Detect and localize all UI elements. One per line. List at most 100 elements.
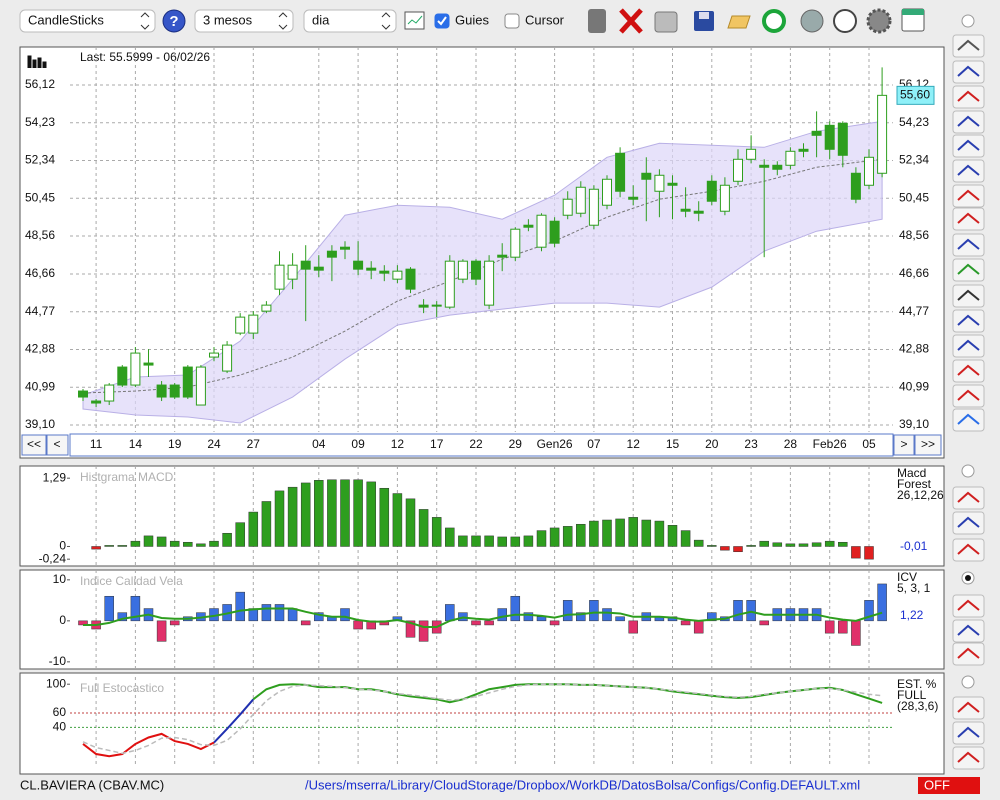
radio[interactable] xyxy=(961,464,975,478)
tool-button[interactable] xyxy=(952,233,985,257)
tool-button[interactable] xyxy=(952,85,985,109)
candle-body xyxy=(379,270,390,274)
trash-button[interactable] xyxy=(588,9,606,33)
tool-button[interactable] xyxy=(952,207,985,231)
y-tick-label: 0 xyxy=(59,539,66,553)
candle-body xyxy=(156,384,167,398)
tool-button[interactable] xyxy=(952,309,985,333)
chart-icon[interactable] xyxy=(404,11,425,30)
candle-body xyxy=(104,384,115,402)
candle-body xyxy=(680,208,691,212)
bar xyxy=(314,612,324,622)
candle-body xyxy=(798,148,809,152)
line xyxy=(213,698,255,744)
tool-button[interactable] xyxy=(952,511,985,535)
tool-button[interactable] xyxy=(952,60,985,84)
tool-button[interactable] xyxy=(952,721,985,745)
tool-button[interactable] xyxy=(952,384,985,408)
tool-button[interactable] xyxy=(952,284,985,308)
tool-button[interactable] xyxy=(952,134,985,158)
bar xyxy=(707,612,717,622)
y-tick-label: 39,10 xyxy=(25,417,55,431)
tool-glyph xyxy=(957,263,980,275)
chart-type-select[interactable] xyxy=(19,9,156,33)
nav-last-label: >> xyxy=(921,437,935,451)
candle-body xyxy=(326,250,337,258)
side-label: 26,12,26 xyxy=(897,488,944,502)
panel-title: Full Estocastico xyxy=(80,681,164,695)
interval-select[interactable] xyxy=(303,9,397,33)
open-button[interactable] xyxy=(727,15,751,29)
candle-body xyxy=(195,366,206,406)
side-label: 5, 3, 1 xyxy=(897,581,931,595)
nav-first[interactable] xyxy=(21,434,47,456)
x-tick-label: 14 xyxy=(129,437,143,451)
radio[interactable] xyxy=(961,675,975,689)
tool-button[interactable] xyxy=(952,746,985,770)
nav-prev[interactable] xyxy=(46,434,69,456)
tool-button[interactable] xyxy=(952,334,985,358)
cursor-checkbox[interactable] xyxy=(504,13,520,29)
bar xyxy=(130,595,141,622)
y-tick-label: 40 xyxy=(53,720,67,734)
settings-button[interactable] xyxy=(866,8,892,34)
tool-button[interactable] xyxy=(952,359,985,383)
nav-prev-label: < xyxy=(53,437,60,451)
currency-button[interactable] xyxy=(833,9,857,33)
candle-body xyxy=(523,224,534,228)
status: OFF xyxy=(924,777,950,792)
candle-body xyxy=(444,260,455,308)
y-tick-label: 50,45 xyxy=(25,190,55,204)
tool-button[interactable] xyxy=(952,258,985,282)
tool-button[interactable] xyxy=(952,696,985,720)
period-select[interactable] xyxy=(194,9,294,33)
y-tick-label: 60 xyxy=(53,705,67,719)
print-button[interactable] xyxy=(654,11,678,33)
tool-button[interactable] xyxy=(952,486,985,510)
nav-next[interactable] xyxy=(893,434,915,456)
line xyxy=(82,683,883,755)
tool-glyph xyxy=(957,516,980,528)
nav-last[interactable] xyxy=(914,434,942,456)
tool-button[interactable] xyxy=(952,619,985,643)
y-tick-label: 1,29 xyxy=(43,470,67,484)
tool-button[interactable] xyxy=(952,110,985,134)
tool-glyph xyxy=(957,90,980,102)
tool-glyph xyxy=(957,339,980,351)
tool-button[interactable] xyxy=(952,642,985,666)
last-info: Last: 55.5999 - 06/02/26 xyxy=(80,50,210,64)
candle-body xyxy=(706,180,717,202)
refresh-button[interactable] xyxy=(762,9,786,33)
bar xyxy=(392,493,403,547)
y-tick-label: 54,23 xyxy=(25,115,55,129)
radio[interactable] xyxy=(961,14,975,28)
chart-type: CandleSticks xyxy=(28,12,104,27)
candle-body xyxy=(785,150,796,166)
candle-body xyxy=(313,266,324,271)
y-tick-label-right: 39,10 xyxy=(899,417,929,431)
candle-body xyxy=(628,196,639,200)
candle-body xyxy=(811,130,822,136)
bar xyxy=(117,612,128,622)
status-box[interactable] xyxy=(918,777,980,794)
bar xyxy=(523,612,534,622)
sync-button[interactable] xyxy=(800,9,824,33)
tool-button[interactable] xyxy=(952,594,985,618)
bar xyxy=(628,620,638,634)
bar xyxy=(589,520,599,547)
tool-button[interactable] xyxy=(952,159,985,183)
tool-glyph xyxy=(957,599,980,611)
y-tick-label: -0,24 xyxy=(39,551,67,565)
bar xyxy=(680,530,691,547)
bar xyxy=(549,620,560,626)
config-path[interactable]: /Users/mserra/Library/CloudStorage/Dropb… xyxy=(305,777,860,792)
tool-button[interactable] xyxy=(952,184,985,208)
tool-button[interactable] xyxy=(952,538,985,562)
x-tick-label: 24 xyxy=(207,437,221,451)
tool-button[interactable] xyxy=(952,408,985,432)
help-button[interactable] xyxy=(162,9,186,33)
tool-button[interactable] xyxy=(952,34,985,58)
delete-button[interactable] xyxy=(619,8,643,34)
bar xyxy=(510,536,521,547)
